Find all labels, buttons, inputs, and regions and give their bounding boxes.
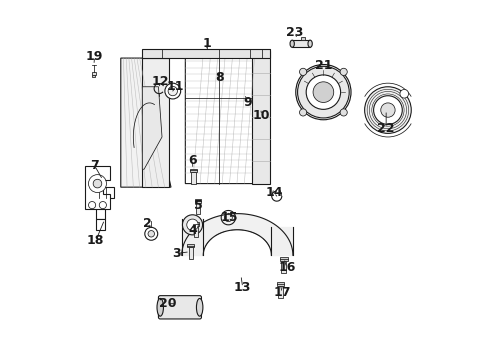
- Text: 2: 2: [143, 216, 152, 230]
- Text: 12: 12: [151, 75, 169, 88]
- Text: 1: 1: [202, 37, 211, 50]
- Polygon shape: [85, 166, 110, 209]
- Polygon shape: [92, 75, 95, 77]
- Text: 19: 19: [86, 50, 103, 63]
- Circle shape: [373, 96, 402, 125]
- Text: 7: 7: [90, 159, 99, 172]
- Polygon shape: [96, 220, 104, 230]
- Polygon shape: [142, 87, 162, 169]
- Polygon shape: [292, 40, 309, 47]
- Circle shape: [339, 109, 346, 116]
- Circle shape: [299, 68, 306, 76]
- Text: 23: 23: [285, 27, 303, 40]
- Text: 9: 9: [244, 96, 252, 109]
- Polygon shape: [195, 203, 200, 214]
- Circle shape: [148, 230, 154, 237]
- Circle shape: [380, 103, 394, 117]
- Text: 14: 14: [264, 186, 282, 199]
- Circle shape: [182, 215, 202, 235]
- Text: 20: 20: [158, 297, 176, 310]
- Polygon shape: [192, 222, 199, 226]
- Text: 16: 16: [278, 261, 295, 274]
- Polygon shape: [194, 199, 201, 203]
- Text: 17: 17: [273, 287, 290, 300]
- Polygon shape: [142, 58, 169, 187]
- Polygon shape: [182, 213, 292, 255]
- Circle shape: [164, 83, 180, 99]
- Polygon shape: [194, 226, 198, 237]
- Circle shape: [168, 86, 177, 96]
- Polygon shape: [187, 244, 194, 247]
- Ellipse shape: [196, 298, 203, 316]
- Circle shape: [99, 202, 106, 209]
- Polygon shape: [191, 172, 195, 184]
- Text: 11: 11: [166, 80, 184, 93]
- Text: 22: 22: [377, 122, 394, 135]
- Text: 18: 18: [87, 234, 104, 247]
- Text: 10: 10: [252, 109, 270, 122]
- Circle shape: [93, 179, 102, 188]
- Text: 3: 3: [172, 247, 180, 260]
- Ellipse shape: [157, 298, 163, 316]
- Polygon shape: [96, 187, 113, 220]
- Ellipse shape: [307, 40, 312, 47]
- Polygon shape: [188, 247, 192, 259]
- Polygon shape: [301, 37, 304, 40]
- Text: 21: 21: [314, 59, 331, 72]
- FancyBboxPatch shape: [158, 296, 201, 319]
- Text: 6: 6: [188, 154, 196, 167]
- Circle shape: [305, 75, 340, 109]
- Text: 5: 5: [193, 199, 202, 212]
- Polygon shape: [277, 286, 282, 298]
- Polygon shape: [92, 72, 96, 75]
- Polygon shape: [182, 220, 203, 255]
- Circle shape: [299, 109, 306, 116]
- Polygon shape: [276, 282, 284, 286]
- Polygon shape: [280, 257, 287, 261]
- Polygon shape: [281, 261, 286, 273]
- Ellipse shape: [289, 40, 294, 47]
- Polygon shape: [121, 58, 171, 187]
- Text: 4: 4: [188, 224, 197, 237]
- Text: 13: 13: [234, 281, 251, 294]
- Polygon shape: [190, 168, 196, 172]
- Circle shape: [399, 89, 408, 98]
- Text: 15: 15: [220, 211, 238, 224]
- Circle shape: [186, 219, 198, 230]
- Circle shape: [88, 202, 96, 209]
- Circle shape: [339, 68, 346, 76]
- Text: 8: 8: [215, 71, 223, 84]
- Polygon shape: [142, 49, 269, 58]
- Polygon shape: [185, 51, 269, 184]
- Circle shape: [364, 87, 410, 134]
- Polygon shape: [271, 226, 292, 255]
- Circle shape: [312, 82, 333, 103]
- Circle shape: [297, 66, 348, 118]
- Circle shape: [88, 175, 106, 193]
- Circle shape: [144, 227, 158, 240]
- Polygon shape: [251, 51, 269, 184]
